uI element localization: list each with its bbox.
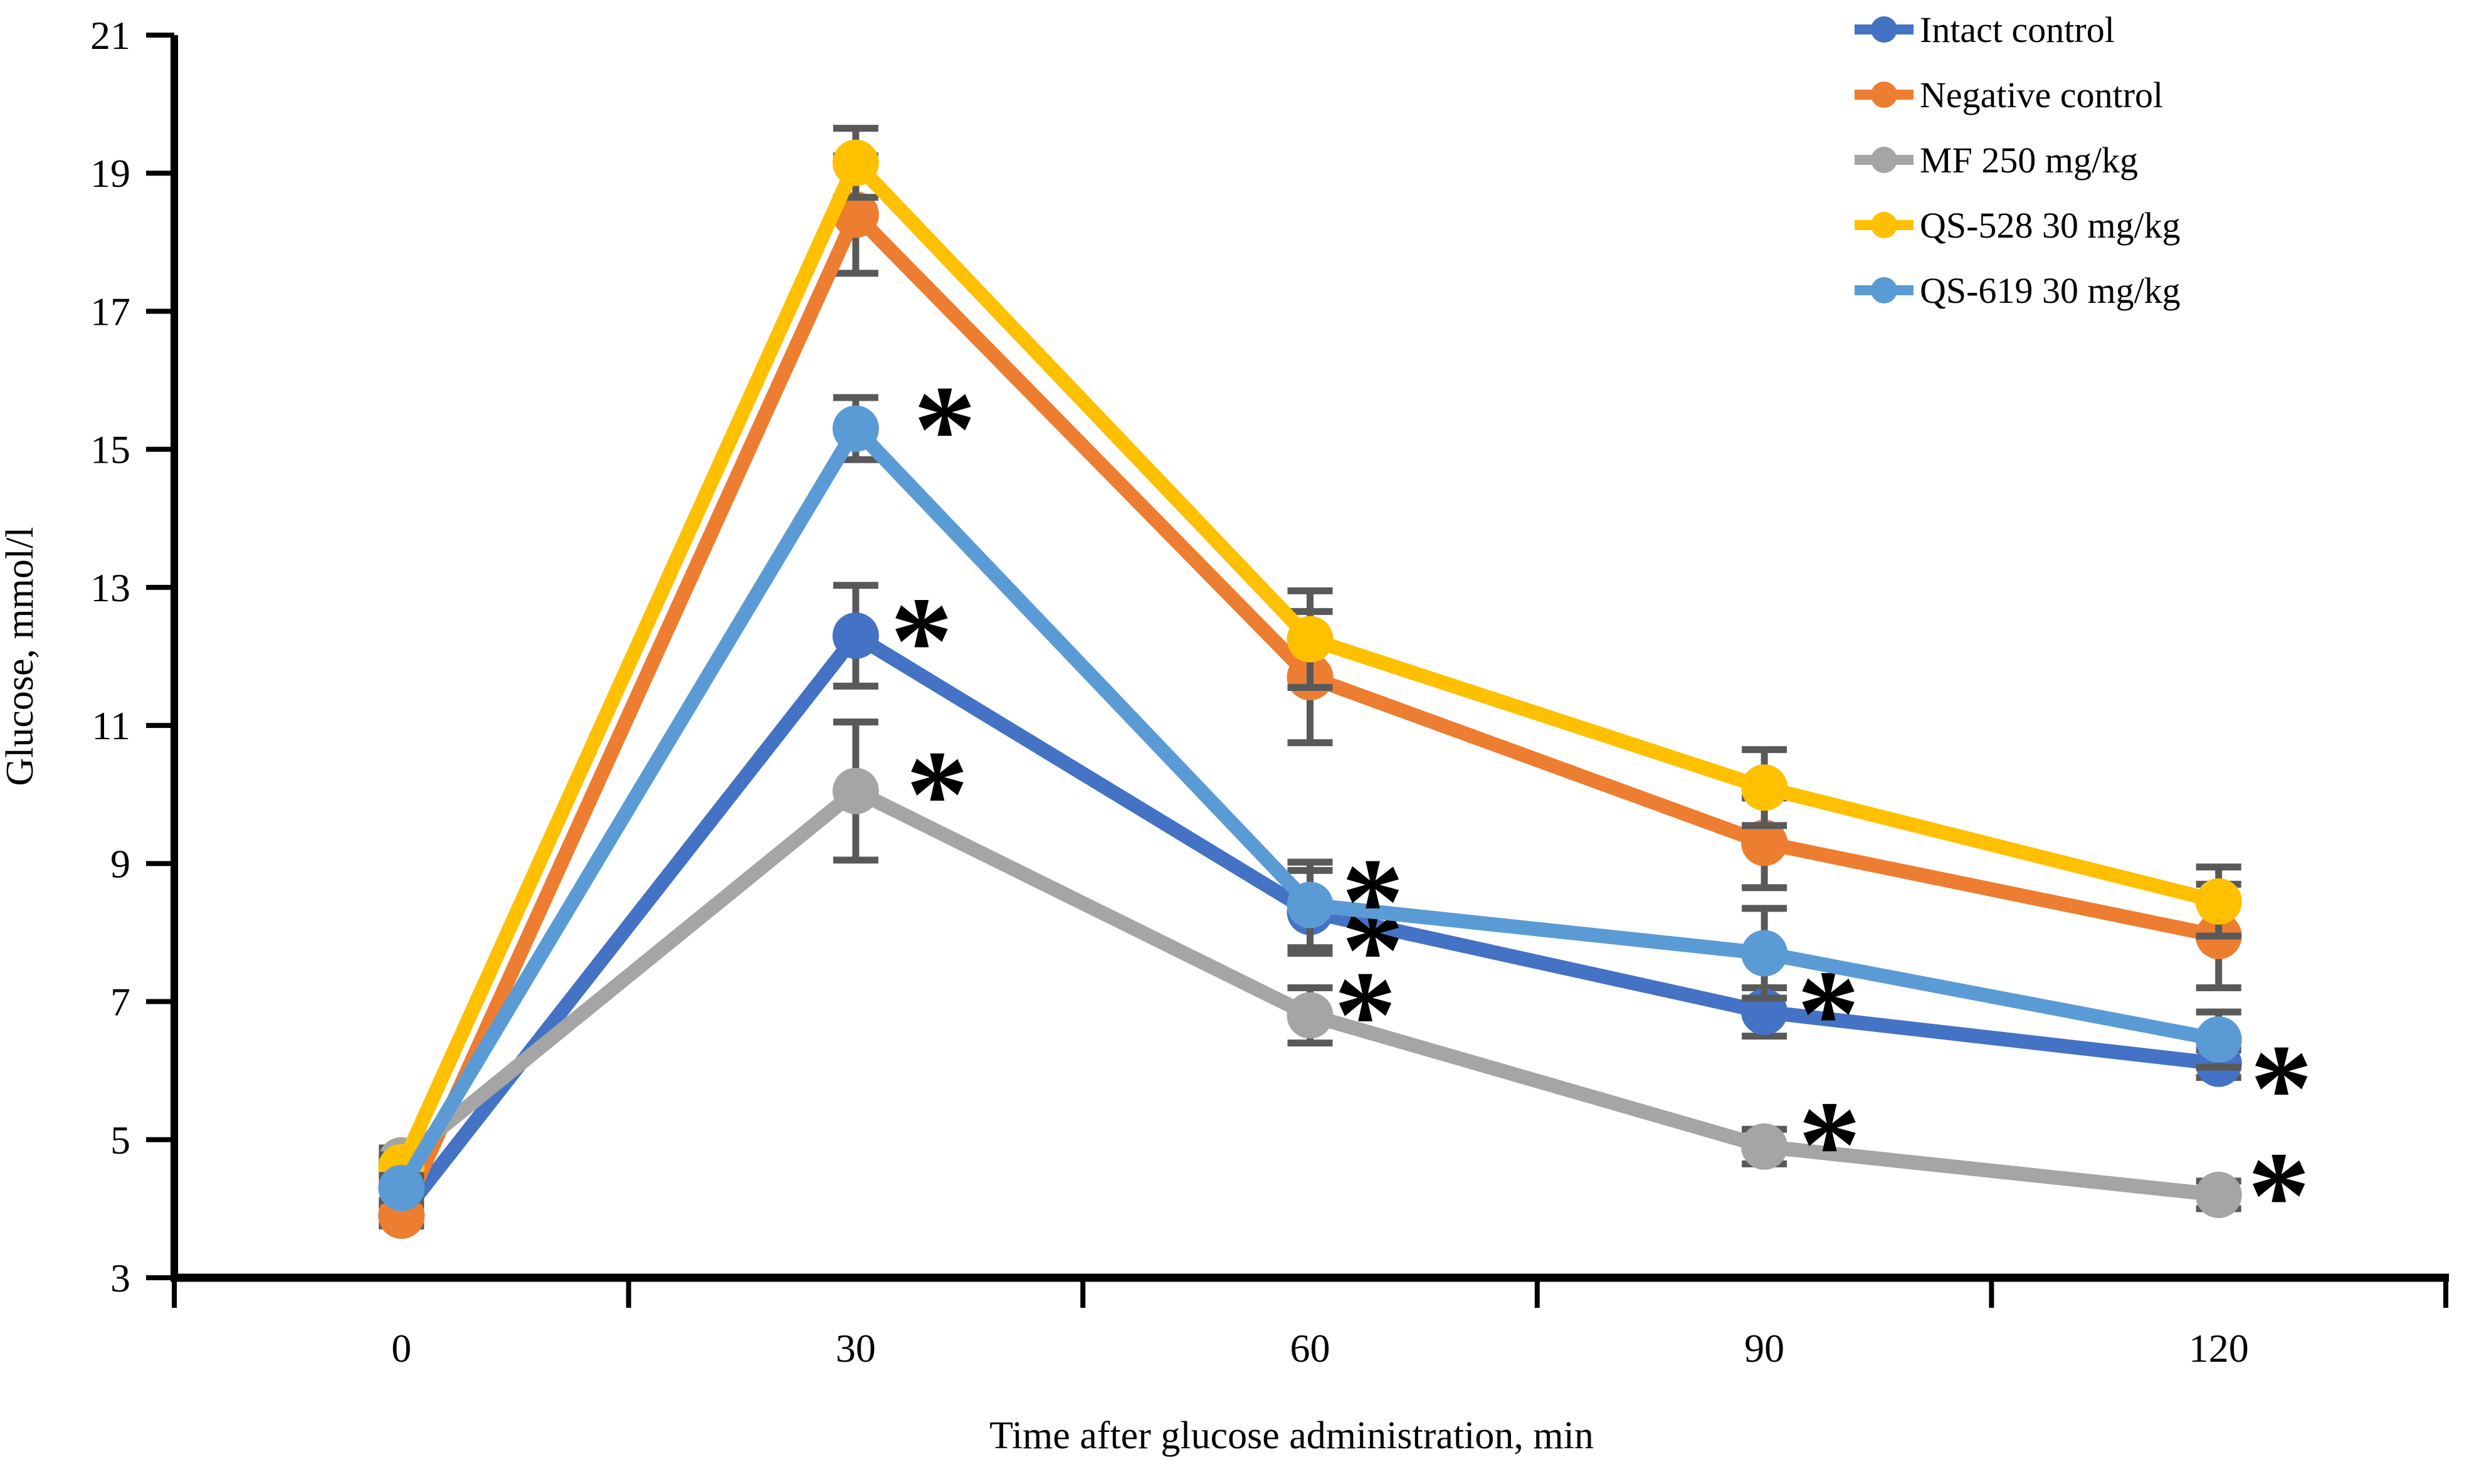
y-tick-label: 15 (90, 428, 130, 472)
x-tick-label: 30 (836, 1326, 876, 1371)
x-axis-title: Time after glucose administration, min (989, 1414, 1594, 1457)
legend-label: QS-619 30 mg/kg (1920, 270, 2181, 311)
series-line-qs-619-30-mg-kg (395, 421, 2220, 1192)
legend-marker-swatch (1871, 212, 1897, 238)
significance-asterisk: * (890, 572, 953, 710)
x-tick-label: 90 (1744, 1326, 1784, 1371)
y-tick-label: 5 (110, 1118, 130, 1162)
legend-label: Negative control (1920, 75, 2163, 115)
legend-label: MF 250 mg/kg (1920, 140, 2138, 181)
data-point-marker-mf-250-mg-kg (1741, 1123, 1788, 1170)
legend-label: QS-528 30 mg/kg (1920, 205, 2181, 246)
x-tick-label: 0 (391, 1326, 411, 1371)
data-point-marker-qs-528-30-mg-kg (832, 139, 879, 186)
significance-asterisk: * (1334, 946, 1397, 1085)
series-qs-619-30-mg-kg: ** (378, 360, 2242, 1211)
legend-marker-swatch (1871, 82, 1897, 108)
y-tick-label: 21 (90, 13, 130, 58)
series-qs-528-30-mg-kg (378, 125, 2242, 1191)
y-tick-label: 19 (90, 151, 130, 196)
data-point-marker-qs-619-30-mg-kg (2195, 1016, 2242, 1063)
y-tick-label: 17 (90, 289, 130, 334)
y-tick-label: 11 (92, 703, 130, 748)
data-point-marker-qs-619-30-mg-kg (378, 1164, 425, 1211)
legend-item-mf-250-mg-kg: MF 250 mg/kg (1855, 140, 2138, 181)
legend-item-negative-control: Negative control (1855, 75, 2163, 115)
y-axis-title: Glucose, mmol/l (0, 527, 41, 786)
significance-asterisk: * (913, 360, 976, 499)
legend: Intact control Negative control MF 250 mg/… (1855, 9, 2181, 311)
legend-marker-swatch (1871, 277, 1897, 303)
x-tick-label: 120 (2189, 1326, 2249, 1371)
x-tick-label: 60 (1290, 1326, 1330, 1371)
data-point-marker-intact-control (832, 612, 879, 659)
data-point-marker-qs-619-30-mg-kg (832, 405, 879, 452)
data-point-marker-qs-528-30-mg-kg (1741, 764, 1788, 811)
legend-marker-swatch (1871, 147, 1897, 173)
significance-asterisk: * (1798, 1076, 1861, 1214)
data-point-marker-qs-528-30-mg-kg (2195, 878, 2242, 925)
legend-item-intact-control: Intact control (1855, 9, 2115, 50)
legend-item-qs-528-30-mg-kg: QS-528 30 mg/kg (1855, 205, 2181, 246)
legend-marker-swatch (1871, 16, 1897, 43)
legend-label: Intact control (1920, 9, 2115, 50)
series-negative-control (378, 152, 2242, 1239)
legend-item-qs-619-30-mg-kg: QS-619 30 mg/kg (1855, 270, 2181, 311)
significance-asterisk: * (906, 725, 969, 864)
y-tick-label: 7 (110, 980, 130, 1024)
data-point-marker-mf-250-mg-kg (832, 767, 879, 814)
data-point-marker-qs-619-30-mg-kg (1741, 930, 1788, 977)
y-tick-label: 9 (110, 841, 130, 886)
series-mf-250-mg-kg: *** * (378, 718, 2310, 1265)
data-point-marker-mf-250-mg-kg (2195, 1171, 2242, 1218)
y-tick-label: 13 (90, 566, 130, 610)
data-point-marker-mf-250-mg-kg (1287, 992, 1334, 1039)
significance-asterisk: * (1342, 833, 1404, 971)
significance-asterisk: * (2250, 1019, 2313, 1158)
data-point-marker-qs-619-30-mg-kg (1287, 881, 1334, 929)
data-point-marker-qs-528-30-mg-kg (1287, 616, 1334, 663)
significance-asterisk: * (2248, 1127, 2310, 1265)
y-tick-label: 3 (110, 1256, 130, 1300)
data-point-marker-negative-control (1741, 819, 1788, 866)
